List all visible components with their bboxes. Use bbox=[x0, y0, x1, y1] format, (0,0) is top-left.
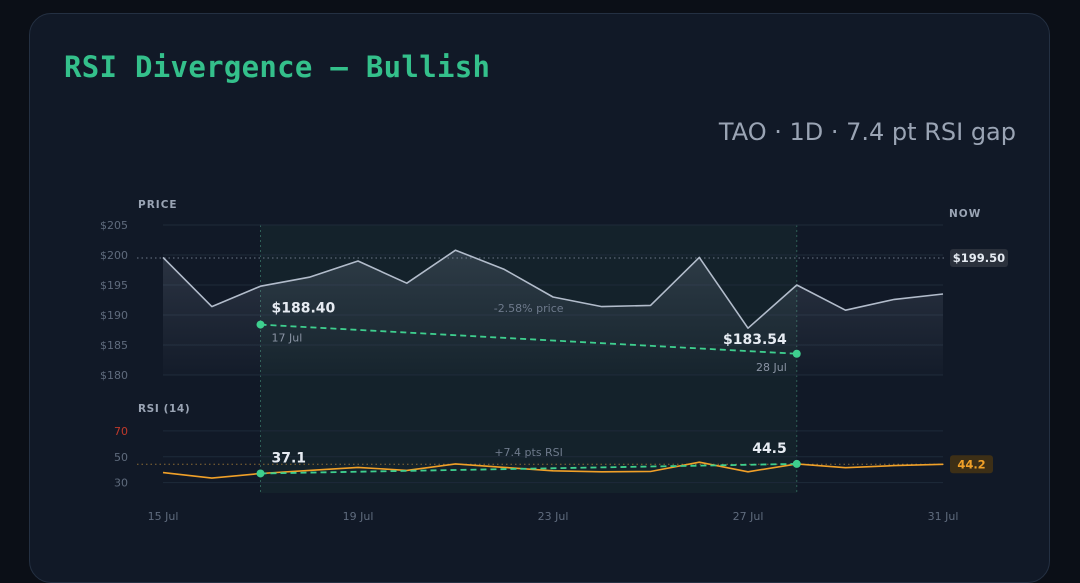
price-tick-label: $190 bbox=[100, 309, 128, 322]
price-start-label: $188.40 bbox=[272, 301, 336, 317]
chart-subtitle: TAO · 1D · 7.4 pt RSI gap bbox=[718, 118, 1016, 146]
x-tick-label: 15 Jul bbox=[148, 510, 179, 523]
rsi-start-label: 37.1 bbox=[272, 450, 307, 466]
rsi-current-value: 44.2 bbox=[957, 457, 985, 471]
rsi-end-label: 44.5 bbox=[752, 441, 787, 457]
rsi-change-label: +7.4 pts RSI bbox=[494, 446, 563, 459]
price-tick-label: $200 bbox=[100, 249, 128, 262]
rsi-tick-label: 50 bbox=[114, 451, 128, 464]
rsi-tick-label: 30 bbox=[114, 477, 128, 490]
price-current-value: $199.50 bbox=[953, 251, 1005, 265]
x-tick-label: 23 Jul bbox=[538, 510, 569, 523]
rsi-line bbox=[162, 461, 944, 479]
rsi-divergence-start-point bbox=[256, 469, 265, 478]
price-end-label: $183.54 bbox=[723, 332, 787, 348]
price-panel-label: PRICE bbox=[138, 199, 178, 211]
x-tick-label: 31 Jul bbox=[928, 510, 959, 523]
price-tick-label: $205 bbox=[100, 219, 128, 232]
price-end-date: 28 Jul bbox=[756, 361, 787, 374]
price-start-date: 17 Jul bbox=[272, 332, 303, 345]
rsi-tick-label: 70 bbox=[114, 425, 128, 438]
rsi-divergence-end-point bbox=[792, 459, 801, 468]
rsi-panel-label: RSI (14) bbox=[138, 403, 190, 415]
price-area bbox=[163, 250, 943, 375]
x-tick-label: 19 Jul bbox=[343, 510, 374, 523]
price-tick-label: $185 bbox=[100, 339, 128, 352]
price-tick-label: $180 bbox=[100, 369, 128, 382]
price-divergence-end-point bbox=[792, 349, 801, 358]
divergence-chart: PRICE NOW RSI (14) $180 $185 $190 $195 $200 $205… bbox=[100, 199, 1008, 523]
price-current-badge bbox=[950, 249, 1008, 267]
chart-title: RSI Divergence — Bullish bbox=[64, 50, 491, 84]
price-divergence-start-point bbox=[256, 320, 265, 329]
x-tick-label: 27 Jul bbox=[733, 510, 764, 523]
price-line bbox=[162, 249, 944, 329]
price-change-label: -2.58% price bbox=[494, 302, 564, 315]
now-label: NOW bbox=[949, 208, 981, 220]
rsi-current-badge bbox=[950, 455, 993, 474]
price-tick-label: $195 bbox=[100, 279, 128, 292]
